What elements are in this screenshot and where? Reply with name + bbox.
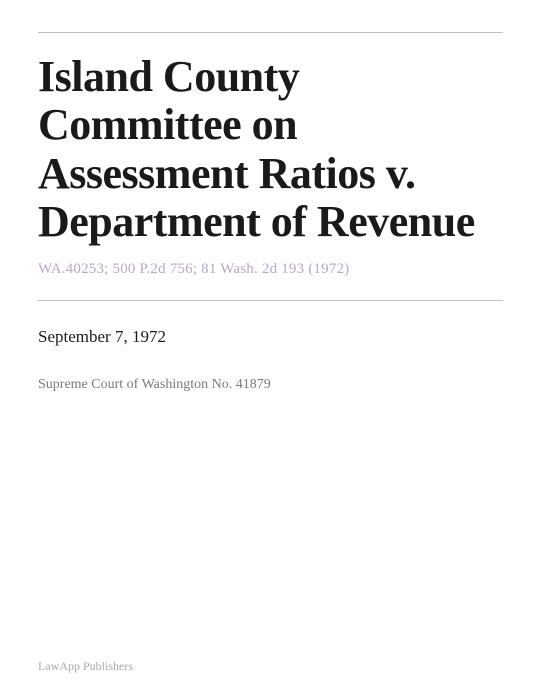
document-cover: Island County Committee on Assessment Ra… bbox=[0, 0, 541, 700]
case-citations: WA.40253; 500 P.2d 756; 81 Wash. 2d 193 … bbox=[38, 261, 503, 278]
decision-date: September 7, 1972 bbox=[38, 327, 503, 347]
case-title: Island County Committee on Assessment Ra… bbox=[38, 53, 503, 247]
mid-divider bbox=[38, 300, 503, 301]
court-name: Supreme Court of Washington No. 41879 bbox=[38, 377, 503, 393]
top-divider bbox=[38, 32, 503, 33]
publisher-label: LawApp Publishers bbox=[38, 659, 133, 674]
